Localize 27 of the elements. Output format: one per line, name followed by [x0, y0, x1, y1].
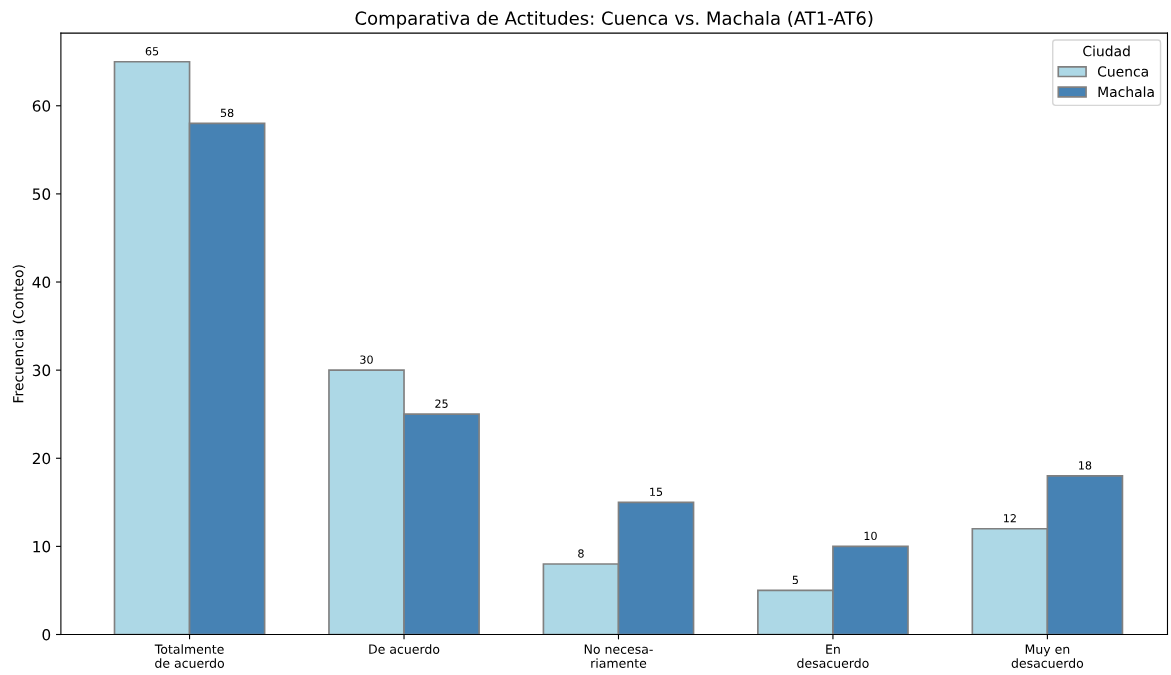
- legend-label: Machala: [1098, 86, 1154, 98]
- data-label: 15: [650, 487, 663, 496]
- legend-label: Cuenca: [1097, 66, 1148, 77]
- y-tick-label: 30: [32, 364, 51, 377]
- data-label: 10: [864, 531, 877, 541]
- y-tick-label: 20: [32, 452, 51, 465]
- y-tick-label: 0: [42, 628, 51, 641]
- data-label: 12: [1004, 514, 1016, 523]
- x-tick-label: De acuerdo: [369, 644, 440, 654]
- y-axis-title: Frecuencia (Conteo): [12, 265, 26, 403]
- y-tick-label: 10: [33, 540, 51, 553]
- chart-title: Comparativa de Actitudes: Cuenca vs. Machala (AT1-AT6): [355, 11, 873, 29]
- data-label: 30: [360, 355, 373, 364]
- data-label: 8: [578, 549, 584, 558]
- y-tick-label: 50: [32, 188, 51, 200]
- data-label: 18: [1079, 461, 1092, 470]
- x-tick-label: En desacuerdo: [797, 644, 869, 668]
- data-label: 65: [145, 46, 159, 56]
- legend-title: Ciudad: [1083, 45, 1130, 57]
- data-label: 58: [220, 108, 234, 118]
- data-label: 25: [435, 399, 448, 408]
- y-tick-label: 60: [32, 100, 51, 112]
- x-tick-label: Totalmente de acuerdo: [154, 644, 224, 668]
- x-tick-label: No necesa- riamente: [584, 644, 653, 668]
- y-tick-label: 40: [32, 276, 51, 289]
- x-tick-label: Muy en desacuerdo: [1011, 644, 1084, 668]
- data-label: 5: [792, 575, 798, 585]
